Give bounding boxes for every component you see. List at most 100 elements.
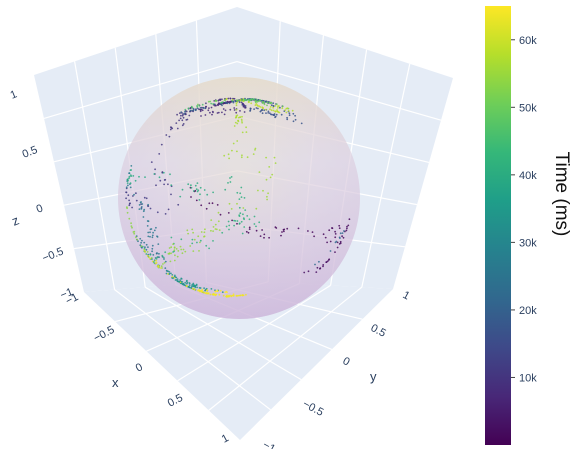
trajectory-point [279, 106, 281, 109]
trajectory-point [233, 224, 236, 227]
trajectory-point [194, 286, 197, 289]
trajectory-point [263, 109, 266, 112]
trajectory-point [225, 295, 228, 298]
trajectory-point [170, 193, 172, 196]
sphere-surface [118, 77, 360, 319]
trajectory-point [287, 110, 290, 112]
grid-line [114, 289, 271, 411]
trajectory-point [206, 289, 209, 292]
trajectory-point [258, 171, 261, 174]
trajectory-point [236, 150, 238, 153]
trajectory-point [152, 231, 155, 234]
trajectory-point [263, 103, 266, 106]
trajectory-point [204, 107, 207, 110]
trajectory-point [198, 289, 201, 291]
trajectory-point [338, 224, 341, 227]
trajectory-point [145, 248, 148, 251]
x-axis: −1 −0.5 0 0.5 1 x [64, 291, 231, 445]
trajectory-point [138, 175, 140, 178]
trajectory-point [156, 252, 158, 254]
trajectory-point [334, 233, 337, 235]
grid-line [361, 63, 411, 288]
trajectory-point [181, 252, 184, 255]
trajectory-point [174, 274, 176, 277]
trajectory-point [191, 238, 194, 241]
trajectory-point [212, 103, 215, 105]
trajectory-point [233, 107, 236, 109]
trajectory-point [280, 113, 283, 116]
trajectory-point [149, 257, 152, 260]
trajectory-point [203, 235, 205, 238]
trajectory-point [191, 242, 194, 245]
trajectory-point [196, 106, 199, 108]
trajectory-point [261, 112, 264, 115]
trajectory-point [264, 100, 267, 103]
colorbar-tick-label: 40k [519, 170, 537, 182]
trajectory-point [194, 284, 196, 287]
trajectory-point [236, 202, 238, 205]
trajectory-point [137, 240, 139, 243]
trajectory-point [151, 260, 154, 263]
trajectory-point [179, 281, 182, 284]
trajectory-point [222, 294, 225, 297]
trajectory-point [281, 231, 283, 233]
trajectory-point [198, 199, 201, 201]
trajectory-point [129, 182, 132, 185]
trajectory-point [168, 247, 171, 249]
trajectory-point [236, 114, 239, 117]
trajectory-point [239, 99, 242, 102]
trajectory-point [316, 266, 319, 269]
trajectory-point [184, 112, 187, 115]
trajectory-point [215, 228, 218, 231]
trajectory-point [265, 156, 267, 159]
trajectory-point [129, 186, 132, 189]
trajectory-point [267, 112, 270, 114]
trajectory-point [241, 232, 244, 235]
trajectory-point [149, 228, 152, 231]
trajectory-point [223, 154, 226, 157]
trajectory-point [135, 236, 137, 239]
trajectory-point [197, 235, 200, 238]
trajectory-point [140, 201, 143, 203]
grid-line [177, 284, 331, 382]
colorbar-ticks: 10k 20k 30k 40k 50k 60k [511, 35, 537, 384]
trajectory-point [200, 115, 202, 117]
trajectory-point [181, 124, 184, 127]
trajectory-point [127, 194, 130, 197]
trajectory-point [212, 226, 215, 228]
trajectory-point [138, 204, 141, 206]
trajectory-point [242, 207, 245, 209]
trajectory-point [322, 233, 325, 236]
trajectory-point [235, 102, 238, 105]
trajectory-point [128, 177, 130, 180]
trajectory-point [203, 291, 206, 294]
trajectory-point [277, 107, 279, 109]
trajectory-point [235, 99, 238, 102]
trajectory-point [182, 283, 185, 285]
trajectory-point [187, 107, 190, 110]
trajectory-point [180, 248, 183, 251]
trajectory-point [191, 228, 194, 231]
trajectory-point [153, 173, 156, 175]
trajectory-point [313, 235, 315, 238]
trajectory-point [158, 252, 160, 255]
trajectory-point [140, 206, 143, 208]
trajectory-point [241, 294, 244, 297]
trajectory-point [286, 118, 289, 121]
trajectory-point [273, 113, 276, 115]
trajectory-point [273, 156, 276, 159]
trajectory-point [172, 243, 175, 246]
trajectory-point [221, 101, 224, 103]
trajectory-point [167, 208, 170, 211]
trajectory-point [133, 232, 136, 235]
trajectory-point [252, 153, 255, 156]
trajectory-point [241, 154, 243, 157]
trajectory-point [265, 112, 267, 114]
trajectory-point [281, 105, 284, 108]
trajectory-point [212, 191, 215, 194]
trajectory-point [130, 225, 133, 228]
trajectory-point [204, 228, 206, 231]
trajectory-point [228, 102, 231, 105]
trajectory-point [254, 147, 257, 150]
trajectory-point [170, 246, 173, 249]
